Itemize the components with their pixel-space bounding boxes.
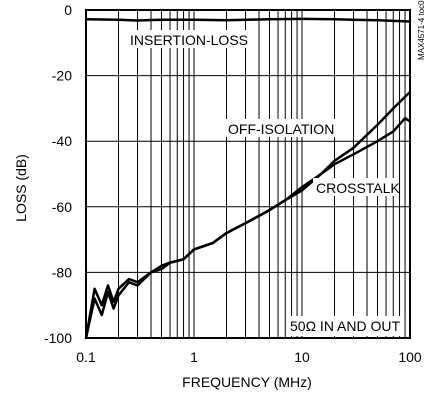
- y-tick-label: -20: [52, 68, 72, 84]
- x-tick-label: 1: [190, 349, 198, 365]
- x-tick-label: 0.1: [76, 349, 96, 365]
- y-axis-title: LOSS (dB): [13, 154, 29, 222]
- x-tick-label: 10: [294, 349, 310, 365]
- side-label-bg: [414, 14, 428, 74]
- y-tick-labels: 0 -20 -40 -60 -80 -100: [44, 2, 72, 346]
- y-tick-label: 0: [64, 2, 72, 18]
- impedance-label-bg: [286, 316, 404, 336]
- plot-frame: [85, 9, 411, 339]
- crosstalk-line: [84, 116, 411, 339]
- y-tick-label: -80: [52, 264, 72, 280]
- x-tick-labels: 0.1 1 10 100: [76, 349, 422, 365]
- side-label: MAX4571-4 toc09: [417, 0, 426, 60]
- off-isolation-label-bg: [224, 119, 336, 137]
- insertion-loss-line: [85, 17, 411, 23]
- insertion-loss-label-bg: [126, 30, 248, 48]
- grid-lines: [86, 10, 410, 338]
- off-isolation-label: OFF-ISOLATION: [228, 121, 334, 137]
- y-tick-label: -60: [52, 199, 72, 215]
- crosstalk-label-bg: [313, 178, 399, 196]
- y-tick-label: -40: [52, 133, 72, 149]
- x-axis-title: FREQUENCY (MHz): [182, 374, 312, 390]
- series-lines: [84, 17, 411, 339]
- x-tick-label: 100: [398, 349, 422, 365]
- insertion-loss-label: INSERTION-LOSS: [130, 32, 248, 48]
- y-tick-label: -100: [44, 330, 72, 346]
- crosstalk-label: CROSSTALK: [316, 180, 400, 196]
- impedance-label: 50Ω IN AND OUT: [290, 318, 400, 334]
